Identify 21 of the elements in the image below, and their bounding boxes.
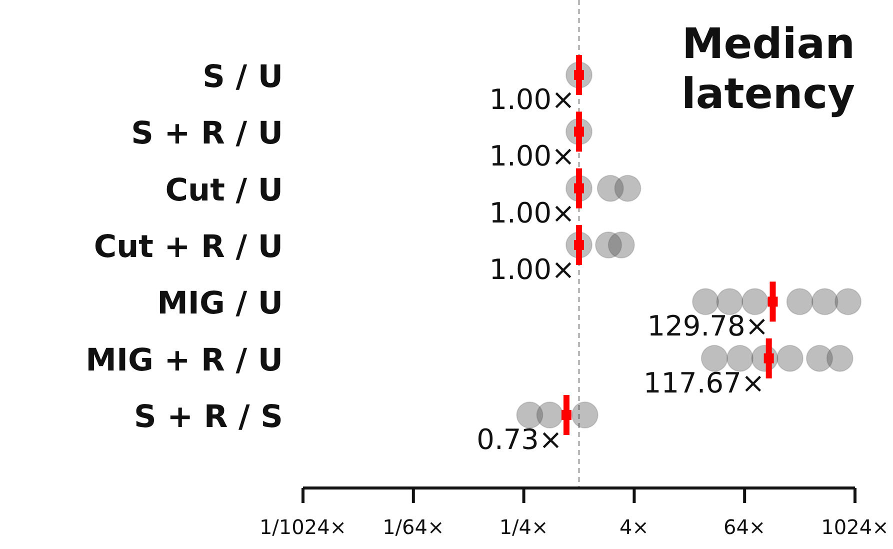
x-tick-label: 4× <box>619 515 649 539</box>
y-tick-label: S + R / U <box>131 116 283 152</box>
data-label: 1.00× <box>489 196 575 230</box>
y-tick-label: S + R / S <box>134 399 283 435</box>
y-tick-label: MIG + R / U <box>86 342 283 378</box>
data-label: 1.00× <box>489 140 575 173</box>
data-label: 1.00× <box>489 253 575 286</box>
y-tick-label: Cut + R / U <box>94 229 283 265</box>
text: Median latency <box>682 19 855 118</box>
x-tick-label: 1/64× <box>382 515 444 539</box>
data-label: 129.78× <box>647 310 769 343</box>
data-label: 0.73× <box>476 423 562 456</box>
data-label: 117.67× <box>643 366 765 400</box>
y-tick-label: S / U <box>202 59 283 95</box>
y-tick-label: MIG / U <box>157 286 283 322</box>
x-tick-label: 1/1024× <box>259 515 347 539</box>
y-tick-label: Cut / U <box>165 172 283 208</box>
data-label: 1.00× <box>489 83 575 116</box>
x-tick-label: 1/4× <box>499 515 548 539</box>
x-tick-label: 64× <box>723 515 766 539</box>
x-tick-label: 1024× <box>821 515 889 539</box>
